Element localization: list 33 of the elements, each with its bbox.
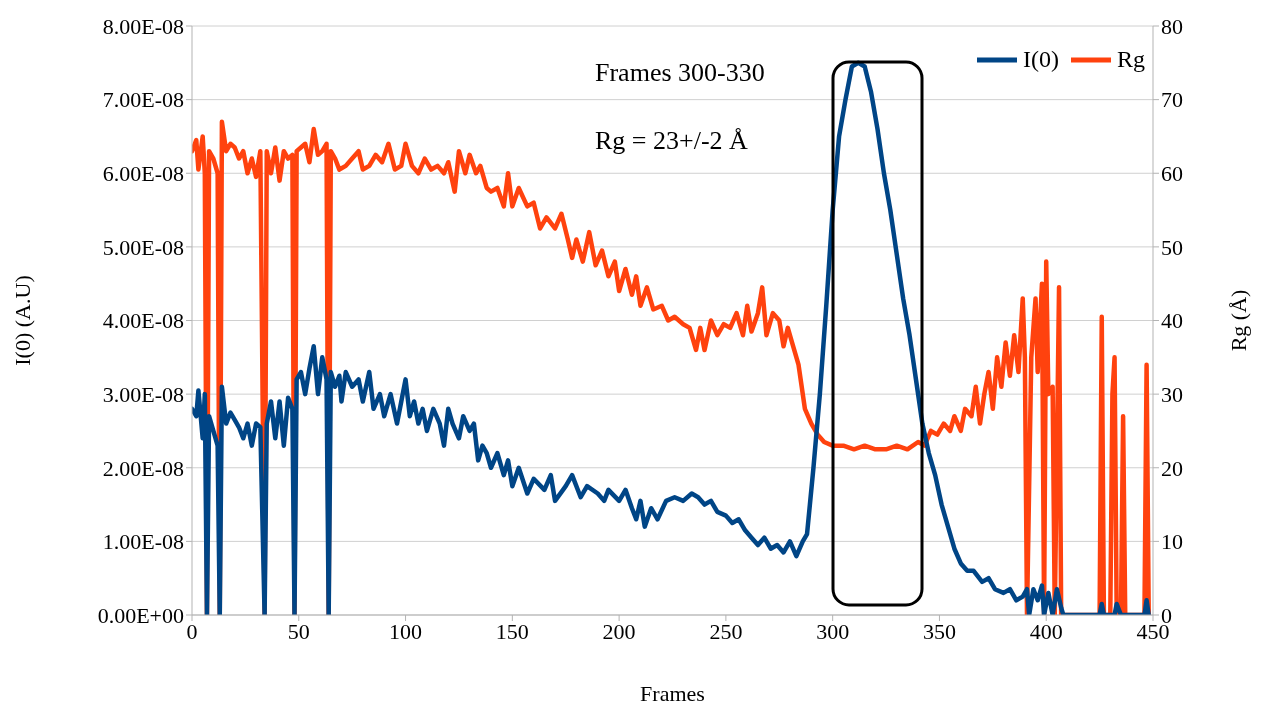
y-tick-label: 8.00E-08 <box>102 13 184 39</box>
annotation: Frames 300-330 <box>595 58 765 88</box>
x-axis-title: Frames <box>640 681 705 706</box>
x-tick-label: 150 <box>495 618 529 644</box>
y2-tick-label: 50 <box>1161 234 1183 260</box>
x-tick-label: 350 <box>922 618 956 644</box>
y2-tick-label: 60 <box>1161 161 1183 187</box>
y2-tick-label: 10 <box>1161 529 1183 555</box>
y-tick-label: 5.00E-08 <box>102 234 184 260</box>
x-tick-label: 0 <box>186 618 198 644</box>
y-tick-label: 2.00E-08 <box>102 455 184 481</box>
y-tick-label: 3.00E-08 <box>102 381 184 407</box>
y-tick-label: 7.00E-08 <box>102 87 184 113</box>
annotation: Rg = 23+/-2 Å <box>595 126 748 156</box>
legend-label: Rg <box>1116 46 1145 73</box>
x-tick-label: 250 <box>709 618 743 644</box>
y2-tick-label: 80 <box>1161 13 1183 39</box>
y-tick-label: 6.00E-08 <box>102 161 184 187</box>
y-tick-label: 1.00E-08 <box>102 529 184 555</box>
y2-tick-label: 30 <box>1161 381 1183 407</box>
y2-tick-label: 70 <box>1161 87 1183 113</box>
legend-label: I(0) <box>1023 46 1059 73</box>
y-tick-label: 4.00E-08 <box>102 308 184 334</box>
x-tick-label: 100 <box>389 618 423 644</box>
y2-tick-label: 20 <box>1161 455 1183 481</box>
y2-tick-label: 40 <box>1161 308 1183 334</box>
y-axis-title: I(0) (A.U) <box>9 275 35 366</box>
y2-axis-title: Rg (Å) <box>1225 289 1251 352</box>
x-tick-label: 400 <box>1029 618 1063 644</box>
x-tick-label: 200 <box>602 618 636 644</box>
y-tick-label: 0.00E+00 <box>97 602 184 628</box>
x-tick-label: 50 <box>287 618 310 644</box>
x-tick-label: 300 <box>816 618 850 644</box>
